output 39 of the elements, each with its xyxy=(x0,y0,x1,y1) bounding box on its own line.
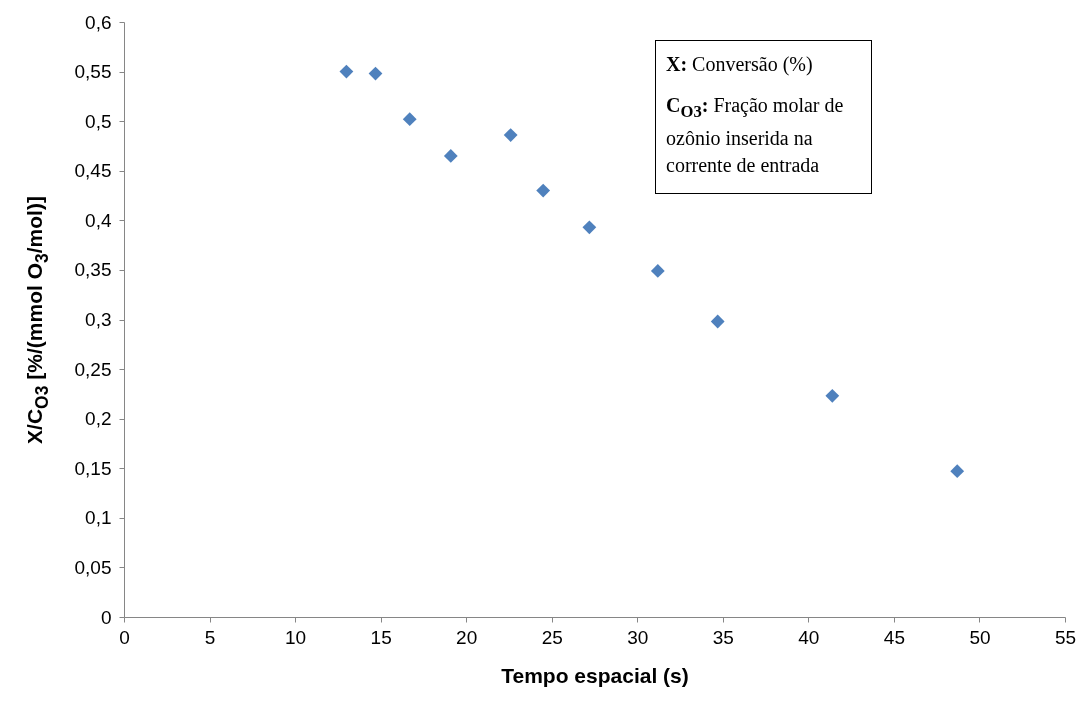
y-tick-label: 0,5 xyxy=(85,110,112,132)
x-tick-label: 50 xyxy=(969,626,991,648)
x-axis-title: Tempo espacial (s) xyxy=(501,663,689,687)
x-tick-label: 15 xyxy=(370,626,392,648)
y-tick-label: 0,15 xyxy=(74,457,112,479)
y-tick-label: 0,6 xyxy=(85,11,112,33)
x-tick-label: 10 xyxy=(285,626,307,648)
point xyxy=(582,220,597,235)
y-tick-label: 0,4 xyxy=(85,209,112,231)
y-tick-label: 0,45 xyxy=(74,160,112,182)
point xyxy=(950,464,965,479)
annotation: C$_{O3}$: Fração molar de ozônio inserida na corrente de entrada xyxy=(666,93,845,178)
x-tick-label: 0 xyxy=(119,626,130,648)
point xyxy=(650,264,665,278)
y-tick-label: 0,35 xyxy=(74,259,112,281)
y-tick-label: 0,25 xyxy=(74,358,112,380)
point xyxy=(503,128,518,142)
point xyxy=(825,388,840,403)
y-tick-label: 0,1 xyxy=(85,507,112,529)
note-box: X: Conversão (%) C$_{O3}$: Fração molar de ozônio inserida na corrente de entrada xyxy=(655,40,872,194)
x-tick-label: 30 xyxy=(627,626,649,648)
y-tick-label: 0,3 xyxy=(85,309,112,330)
x-tick-label: 35 xyxy=(712,626,734,648)
x-tick-label: 55 xyxy=(1054,626,1077,648)
point xyxy=(710,314,725,329)
y-tick-label: 0 xyxy=(100,606,112,628)
y-tick-label: 0,2 xyxy=(85,408,112,430)
point xyxy=(339,64,354,79)
y-tick-label: 0,05 xyxy=(74,556,112,578)
x-tick-label: 45 xyxy=(883,626,905,648)
point xyxy=(402,112,417,127)
x-tick-label: 5 xyxy=(204,626,216,648)
y-tick-label: 0,55 xyxy=(74,61,112,83)
x-tick-label: 25 xyxy=(541,626,563,648)
point xyxy=(443,148,458,163)
point xyxy=(536,183,551,198)
annotation: X: Conversão (%) xyxy=(666,52,814,78)
x-tick-label: 40 xyxy=(798,626,820,648)
x-tick-label: 20 xyxy=(456,626,478,648)
